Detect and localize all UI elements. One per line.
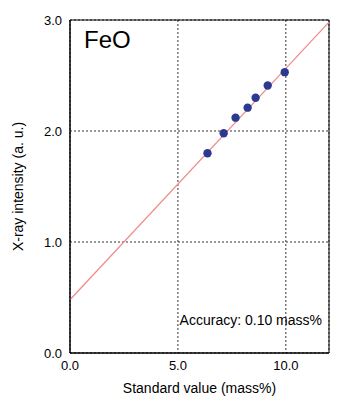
html-text:FeO: FeO xyxy=(84,26,131,53)
svg-text:1.0: 1.0 xyxy=(44,235,62,250)
svg-text:Standard value (mass%): Standard value (mass%) xyxy=(123,380,276,396)
svg-text:0.0: 0.0 xyxy=(44,346,62,361)
svg-text:0.0: 0.0 xyxy=(61,358,79,373)
svg-text:5.0: 5.0 xyxy=(169,358,187,373)
svg-text:3.0: 3.0 xyxy=(44,13,62,28)
svg-text:X-ray intensity (a. u.): X-ray intensity (a. u.) xyxy=(10,122,26,251)
svg-text:2.0: 2.0 xyxy=(44,124,62,139)
html-text:Accuracy: 0.10 mass%: Accuracy: 0.10 mass% xyxy=(179,312,322,328)
svg-text:10.0: 10.0 xyxy=(273,358,298,373)
